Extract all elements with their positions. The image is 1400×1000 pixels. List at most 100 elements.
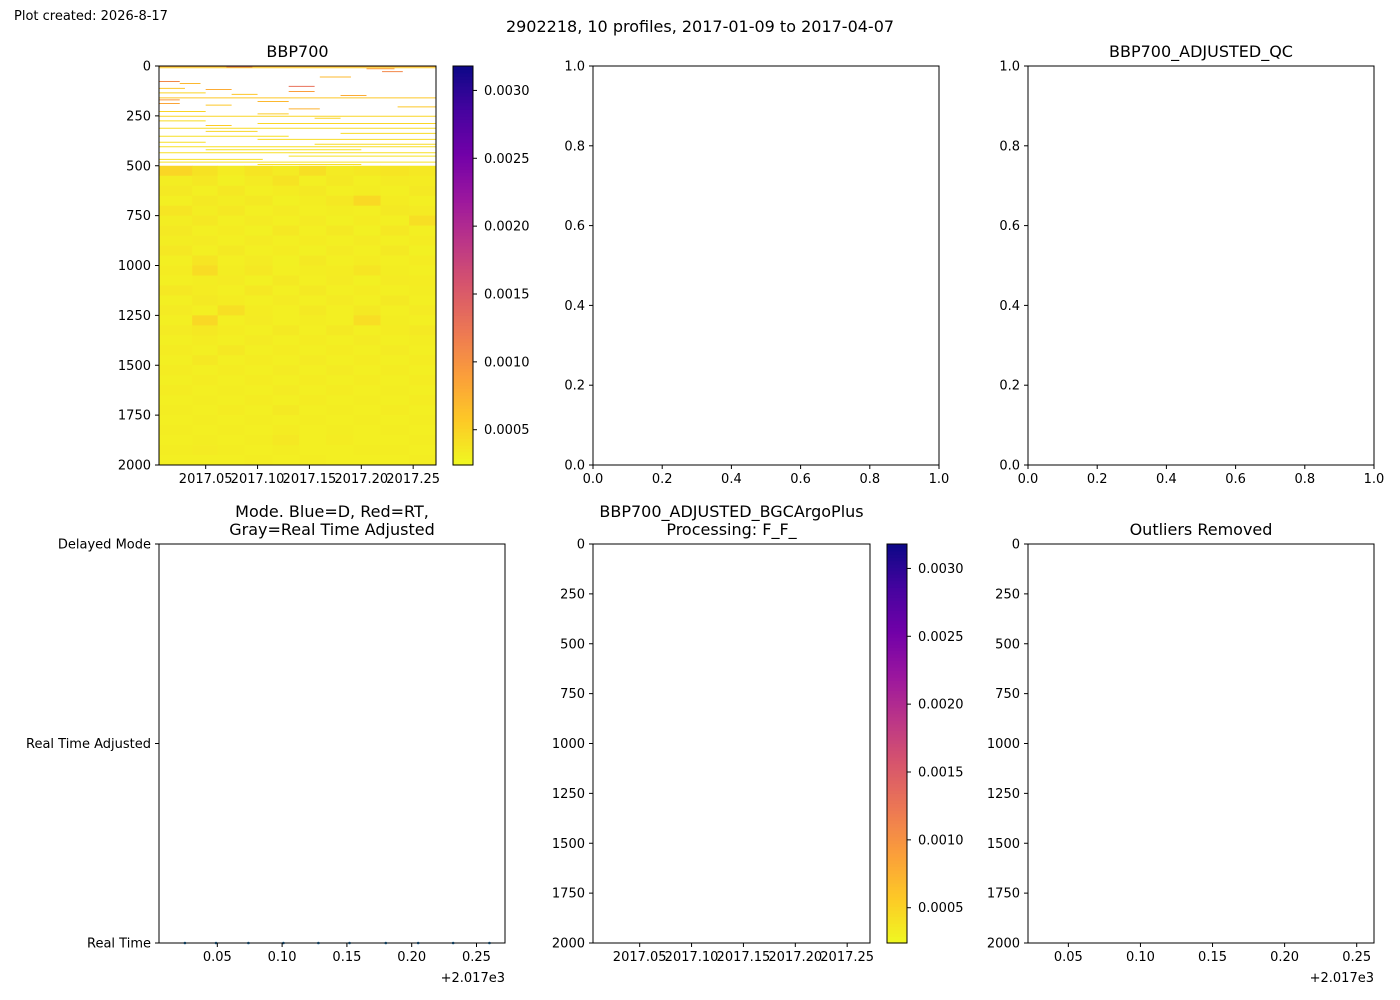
y-tick-label: 1750	[552, 887, 585, 902]
colorbar-segment	[887, 929, 907, 934]
heatmap-cell	[272, 365, 300, 376]
colorbar-segment	[887, 873, 907, 878]
heatmap-cell	[380, 265, 410, 276]
heatmap-cell	[380, 415, 410, 426]
y-tick-label: 0.0	[564, 459, 585, 474]
colorbar-segment	[453, 135, 473, 140]
heatmap-cell	[299, 385, 327, 396]
heatmap-cell	[326, 315, 354, 326]
colorbar-segment	[887, 793, 907, 798]
colorbar-segment	[453, 431, 473, 436]
heatmap-cell	[192, 255, 219, 266]
heatmap-cell	[244, 415, 274, 426]
heatmap-cell	[380, 365, 410, 376]
colorbar-segment	[453, 421, 473, 426]
colorbar-segment	[453, 355, 473, 360]
heatmap-cell	[326, 395, 354, 406]
heatmap-cell	[409, 375, 437, 386]
heatmap-cell	[159, 205, 193, 217]
colorbar-segment	[453, 258, 473, 263]
heatmap-cell	[380, 245, 410, 256]
colorbar-tick-label: 0.0015	[918, 766, 964, 781]
y-tick-label: 1000	[118, 259, 151, 274]
heatmap-cell	[326, 235, 354, 246]
colorbar-tick-label: 0.0030	[918, 562, 964, 577]
heatmap-cell	[217, 245, 245, 256]
y-tick-label: Delayed Mode	[58, 538, 151, 553]
colorbar-segment	[453, 325, 473, 330]
colorbar-segment	[887, 740, 907, 745]
x-tick-label: 0.0	[583, 472, 604, 487]
heatmap-cell	[380, 455, 410, 466]
colorbar-segment	[887, 846, 907, 851]
heatmap-cell	[353, 195, 381, 207]
colorbar-segment	[453, 451, 473, 456]
colorbar-segment	[453, 312, 473, 316]
colorbar-segment	[453, 228, 473, 233]
heatmap-cell	[159, 175, 193, 187]
colorbar-segment	[453, 152, 473, 157]
x-tick-label: 0.25	[1342, 950, 1371, 965]
heatmap-cell	[299, 395, 327, 406]
y-tick-label: 0.0	[999, 459, 1020, 474]
colorbar-segment	[887, 640, 907, 645]
heatmap-cell	[159, 235, 193, 246]
panel-title-line: Mode. Blue=D, Red=RT,	[235, 502, 429, 521]
heatmap-cell	[244, 265, 274, 276]
y-tick-label: 500	[995, 637, 1020, 652]
heatmap-cell	[299, 265, 327, 276]
colorbar-segment	[453, 222, 473, 227]
y-tick-label: 750	[560, 687, 585, 702]
colorbar-segment	[453, 162, 473, 167]
heatmap-cell	[217, 275, 245, 286]
heatmap-cell	[409, 325, 437, 336]
colorbar-segment	[887, 630, 907, 635]
colorbar-segment	[453, 155, 473, 160]
heatmap-cell	[326, 285, 354, 296]
colorbar-segment	[453, 238, 473, 243]
x-tick-label: 2017.25	[820, 950, 874, 965]
heatmap-cell	[353, 215, 381, 226]
colorbar-segment	[453, 129, 473, 134]
colorbar-segment	[453, 195, 473, 200]
heatmap-cell	[353, 275, 381, 286]
colorbar-segment	[887, 597, 907, 602]
colorbar-segment	[887, 916, 907, 921]
y-tick-label: 1.0	[564, 60, 585, 75]
heatmap-cell	[244, 375, 274, 386]
colorbar-segment	[453, 66, 473, 70]
heatmap-cell	[192, 165, 219, 177]
heatmap-cell	[244, 275, 274, 286]
panel-title: BBP700	[266, 42, 328, 61]
heatmap-cell	[272, 405, 300, 416]
axes-frame	[592, 65, 940, 466]
heatmap-cell	[244, 425, 274, 436]
heatmap-cell	[299, 435, 327, 446]
heatmap-cell	[192, 385, 219, 396]
y-tick-label: 500	[126, 159, 151, 174]
heatmap-cell	[353, 245, 381, 256]
y-tick-label: 250	[995, 587, 1020, 602]
heatmap-cell	[409, 185, 437, 197]
heatmap-cell	[159, 285, 193, 296]
heatmap-cell	[326, 415, 354, 426]
y-tick-label: 1500	[987, 837, 1020, 852]
heatmap-cell	[192, 395, 219, 406]
heatmap-cell	[380, 275, 410, 286]
colorbar-segment	[887, 839, 907, 844]
colorbar-segment	[453, 351, 473, 356]
heatmap-cell	[299, 325, 327, 336]
colorbar-segment	[453, 381, 473, 386]
colorbar-segment	[453, 192, 473, 197]
heatmap-cell	[409, 285, 437, 296]
heatmap-cell	[159, 195, 193, 207]
colorbar-segment	[887, 547, 907, 552]
colorbar-segment	[453, 79, 473, 84]
colorbar-tick-label: 0.0015	[484, 288, 530, 303]
heatmap-cell	[244, 315, 274, 326]
panel-outliers: 0.05 0.10 0.15 0.20 0.25 0 250 500 750 1000 1250 15…	[987, 520, 1375, 986]
heatmap-cell	[217, 285, 245, 296]
y-tick-label: 1500	[552, 837, 585, 852]
colorbar-segment	[453, 245, 473, 250]
